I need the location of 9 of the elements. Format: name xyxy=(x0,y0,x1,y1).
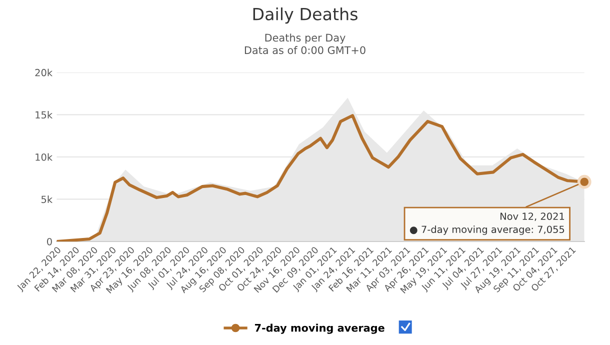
y-tick-label: 20k xyxy=(35,68,53,76)
legend-label: 7-day moving average xyxy=(254,324,384,334)
y-tick-label: 10k xyxy=(36,153,53,161)
annotation: Nov 12, 2021 ● 7-day moving average: 7,055 xyxy=(410,212,564,235)
y-tick-label: 0 xyxy=(47,238,52,246)
chart-title: Daily Deaths xyxy=(253,7,358,24)
chart-subtitle: Deaths per Day Data as of 0:00 GMT+0 xyxy=(244,34,366,54)
y-tick-label: 5k xyxy=(42,196,53,204)
y-tick-label: 15k xyxy=(36,111,53,119)
